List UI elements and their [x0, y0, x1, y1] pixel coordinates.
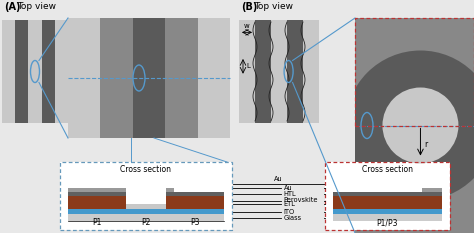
- Bar: [355, 18, 474, 126]
- Bar: [68, 196, 126, 209]
- Bar: [239, 20, 255, 123]
- Bar: [68, 209, 224, 214]
- Bar: [42, 20, 55, 123]
- Circle shape: [346, 51, 474, 201]
- Circle shape: [383, 88, 458, 164]
- Text: ETL: ETL: [283, 201, 295, 207]
- Bar: [126, 192, 166, 209]
- Text: Glass: Glass: [283, 215, 301, 220]
- Text: Au: Au: [283, 185, 292, 191]
- Bar: [333, 209, 442, 214]
- Text: HTL: HTL: [283, 191, 296, 197]
- Bar: [68, 214, 224, 221]
- Bar: [133, 18, 165, 138]
- Bar: [100, 18, 133, 138]
- Bar: [28, 20, 42, 123]
- Text: (B): (B): [241, 2, 257, 12]
- Bar: [126, 204, 166, 209]
- Text: ITO: ITO: [283, 209, 295, 215]
- Bar: [60, 162, 232, 230]
- Text: r: r: [424, 140, 428, 149]
- Text: Cross section: Cross section: [120, 165, 172, 174]
- Bar: [68, 192, 126, 196]
- Text: Perovskite: Perovskite: [283, 198, 318, 203]
- Text: Au: Au: [274, 176, 283, 182]
- Bar: [325, 162, 450, 230]
- Text: Top view: Top view: [17, 2, 56, 11]
- Bar: [333, 192, 442, 196]
- Bar: [422, 188, 442, 192]
- Bar: [166, 196, 224, 209]
- Bar: [333, 214, 442, 221]
- Bar: [60, 162, 232, 230]
- Bar: [2, 20, 15, 123]
- Text: L: L: [246, 63, 250, 69]
- Text: Cross section: Cross section: [362, 165, 413, 174]
- Bar: [255, 20, 271, 123]
- Bar: [68, 18, 100, 138]
- Text: P1/P3: P1/P3: [377, 218, 398, 227]
- Bar: [165, 18, 198, 138]
- Bar: [166, 192, 224, 196]
- Bar: [198, 18, 230, 138]
- Bar: [303, 20, 319, 123]
- Bar: [55, 20, 68, 123]
- Bar: [325, 162, 450, 230]
- Bar: [287, 20, 303, 123]
- Text: P3: P3: [191, 218, 200, 227]
- Text: P1: P1: [92, 218, 101, 227]
- Bar: [355, 18, 474, 233]
- Text: P2: P2: [141, 218, 151, 227]
- Text: Top view: Top view: [254, 2, 293, 11]
- Bar: [333, 196, 442, 209]
- Text: (A): (A): [4, 2, 20, 12]
- Text: w: w: [244, 23, 250, 29]
- Bar: [68, 188, 126, 192]
- Bar: [166, 188, 174, 192]
- Bar: [15, 20, 28, 123]
- Bar: [271, 20, 287, 123]
